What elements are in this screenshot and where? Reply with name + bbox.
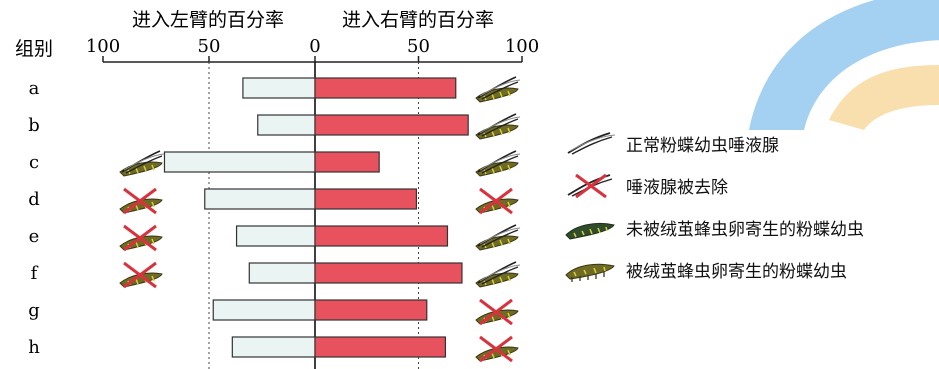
unparasitized-caterpillar-icon bbox=[565, 222, 615, 240]
bar-left bbox=[257, 114, 316, 136]
bar-right bbox=[314, 225, 449, 247]
right-arm-icon bbox=[475, 76, 521, 103]
category-label: c bbox=[29, 152, 39, 173]
legend-item-gland: 正常粉蝶幼虫唾液腺 bbox=[560, 122, 864, 164]
x-tick-label: 100 bbox=[505, 36, 539, 57]
right-arm-icon bbox=[475, 298, 519, 326]
legend-label-gland: 正常粉蝶幼虫唾液腺 bbox=[626, 135, 779, 156]
left-arm-icon bbox=[119, 187, 163, 215]
left-axis-title: 进入左臂的百分率 bbox=[132, 9, 284, 31]
bar-right bbox=[314, 77, 457, 99]
legend-item-unparasitized: 未被绒茧蜂虫卵寄生的粉蝶幼虫 bbox=[560, 206, 864, 248]
right-arm-icon bbox=[475, 261, 521, 288]
x-tick-label: 50 bbox=[407, 36, 430, 57]
legend-label-unparasitized: 未被绒茧蜂虫卵寄生的粉蝶幼虫 bbox=[626, 219, 864, 240]
left-arm-icon bbox=[119, 224, 163, 252]
bar-right bbox=[314, 336, 447, 358]
group-label: 组别 bbox=[15, 38, 53, 60]
bar-left bbox=[163, 151, 316, 173]
bar-left bbox=[231, 336, 316, 358]
x-tick-label: 50 bbox=[198, 36, 221, 57]
category-label: f bbox=[31, 263, 39, 284]
bar-left bbox=[242, 77, 316, 99]
category-label: g bbox=[28, 300, 40, 321]
category-label: d bbox=[28, 189, 40, 210]
legend-item-parasitized: 被绒茧蜂虫卵寄生的粉蝶幼虫 bbox=[560, 248, 864, 290]
right-arm-icon bbox=[475, 335, 519, 363]
category-label: a bbox=[29, 78, 40, 99]
bar-right bbox=[314, 188, 418, 210]
legend: 正常粉蝶幼虫唾液腺 唾液腺被去除 未被绒茧蜂虫卵寄生的粉蝶幼虫 被绒茧蜂虫卵寄生… bbox=[560, 122, 864, 290]
parasitized-caterpillar-icon bbox=[565, 263, 615, 282]
x-tick-label: 0 bbox=[309, 36, 320, 57]
category-label: e bbox=[29, 226, 40, 247]
salivary-gland-icon bbox=[567, 132, 616, 155]
category-label: b bbox=[28, 115, 40, 136]
gland-removed-icon bbox=[567, 173, 613, 199]
bar-left bbox=[248, 262, 316, 284]
right-axis-title: 进入右臂的百分率 bbox=[342, 9, 494, 31]
right-arm-icon bbox=[475, 150, 521, 177]
right-arm-icon bbox=[475, 224, 521, 251]
x-tick-label: 100 bbox=[86, 36, 120, 57]
right-arm-icon bbox=[475, 113, 521, 140]
legend-item-removed: 唾液腺被去除 bbox=[560, 164, 864, 206]
category-label: h bbox=[28, 337, 40, 358]
legend-label-removed: 唾液腺被去除 bbox=[626, 177, 728, 198]
bar-left bbox=[212, 299, 316, 321]
right-arm-icon bbox=[475, 187, 519, 215]
bar-right bbox=[314, 114, 469, 136]
bar-right bbox=[314, 299, 428, 321]
legend-label-parasitized: 被绒茧蜂虫卵寄生的粉蝶幼虫 bbox=[626, 261, 847, 282]
bar-left bbox=[204, 188, 316, 210]
left-arm-icon bbox=[119, 150, 165, 177]
left-arm-icon bbox=[119, 261, 163, 289]
bar-left bbox=[235, 225, 316, 247]
bar-right bbox=[314, 262, 463, 284]
bar-right bbox=[314, 151, 380, 173]
watermark-logo bbox=[749, 0, 939, 130]
